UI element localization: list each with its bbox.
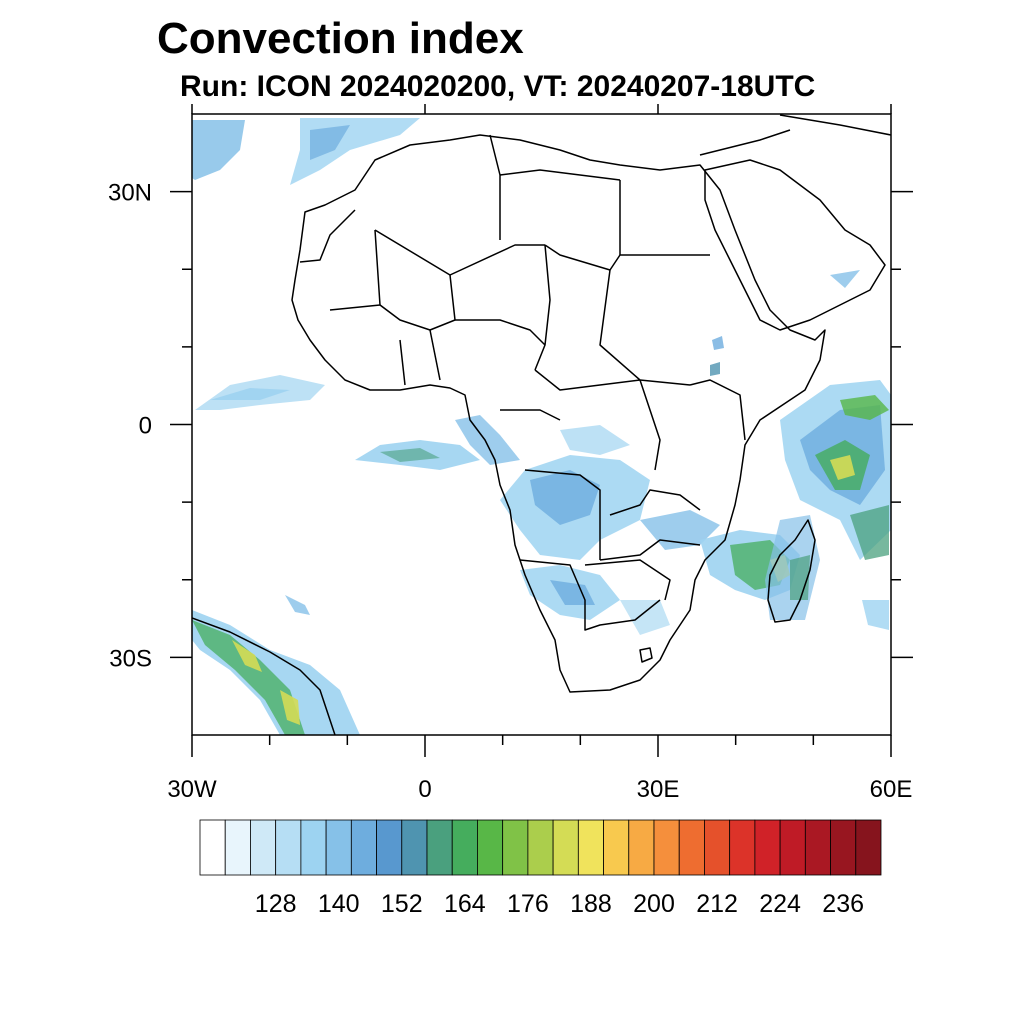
y-tick-label: 0 [139, 413, 152, 440]
colorbar-swatch [552, 819, 579, 876]
colorbar-swatch [477, 819, 504, 876]
colorbar-swatch [804, 819, 831, 876]
chart-title: Convection index [157, 14, 524, 63]
colorbar-swatch [325, 819, 352, 876]
colorbar-label: 152 [381, 890, 423, 918]
y-tick-label: 30N [108, 180, 152, 207]
colorbar-swatch [653, 819, 680, 876]
colorbar-swatch [300, 819, 327, 876]
colorbar: 128 140 152 164 176 188 200 212 224 236 [199, 819, 882, 918]
colorbar-swatch [250, 819, 277, 876]
colorbar-swatch [678, 819, 705, 876]
colorbar-swatch [502, 819, 529, 876]
madagascar [767, 519, 816, 623]
colorbar-swatch [275, 819, 302, 876]
colorbar-label: 140 [318, 890, 360, 918]
colorbar-swatch [350, 819, 377, 876]
x-tick-label: 0 [418, 776, 431, 803]
colorbar-label: 164 [444, 890, 486, 918]
x-tick-label: 60E [870, 776, 913, 803]
x-tick-label: 30E [637, 776, 680, 803]
colorbar-label: 200 [633, 890, 675, 918]
colorbar-label: 224 [759, 890, 801, 918]
convection-field [192, 118, 891, 735]
colorbar-label: 128 [255, 890, 297, 918]
colorbar-swatch [754, 819, 781, 876]
colorbar-label: 176 [507, 890, 549, 918]
chart-subtitle: Run: ICON 2024020200, VT: 20240207-18UTC [180, 70, 816, 103]
arabia [704, 159, 886, 331]
colorbar-label: 188 [570, 890, 612, 918]
colorbar-swatch [855, 819, 882, 876]
colorbar-label: 236 [822, 890, 864, 918]
colorbar-swatch [376, 819, 403, 876]
colorbar-swatch [451, 819, 478, 876]
colorbar-swatch [628, 819, 655, 876]
colorbar-swatch [426, 819, 453, 876]
x-tick-label: 30W [167, 776, 217, 803]
colorbar-swatch [779, 819, 806, 876]
africa-coastline [291, 134, 826, 693]
colorbar-swatch [401, 819, 428, 876]
colorbar-label: 212 [696, 890, 738, 918]
colorbar-swatch [224, 819, 251, 876]
y-tick-label: 30S [109, 645, 152, 672]
axis-ticks: 30W 0 30E 60E 30N 0 30S [108, 104, 913, 803]
colorbar-swatch [603, 819, 630, 876]
colorbar-swatch [729, 819, 756, 876]
colorbar-swatch [527, 819, 554, 876]
colorbar-swatch [830, 819, 857, 876]
coastlines-and-borders [192, 114, 891, 735]
colorbar-swatch [199, 819, 226, 876]
colorbar-swatch [577, 819, 604, 876]
colorbar-swatch [704, 819, 731, 876]
